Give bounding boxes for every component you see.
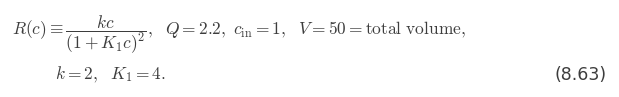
Text: $R(c) \equiv \dfrac{kc}{(1+K_1c)^2},\ \ Q = 2.2,\ c_{\mathrm{in}} = 1,\ \ V = 50: $R(c) \equiv \dfrac{kc}{(1+K_1c)^2},\ \ … bbox=[12, 14, 466, 56]
Text: (8.63): (8.63) bbox=[555, 66, 607, 84]
Text: $k = 2,\ \ K_1 = 4.$: $k = 2,\ \ K_1 = 4.$ bbox=[55, 65, 166, 85]
